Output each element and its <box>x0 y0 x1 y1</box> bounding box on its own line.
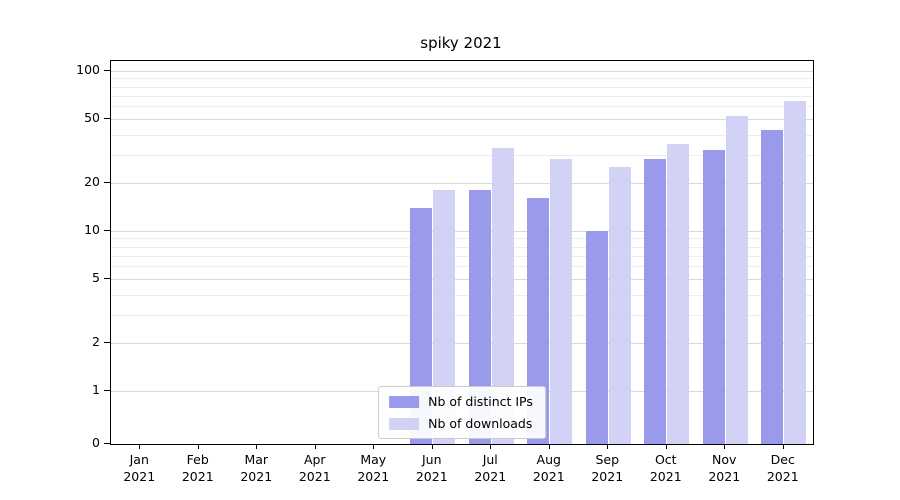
bar-nb-of-downloads-jul-2021 <box>491 148 514 444</box>
x-tick-mark-feb-2021 <box>197 444 199 449</box>
y-tick-label-5: 5 <box>92 270 100 286</box>
y-tick-label-10: 10 <box>84 222 100 237</box>
gridline-100 <box>111 71 813 72</box>
y-tick-label-50: 50 <box>84 110 100 126</box>
bar-nb-of-downloads-sep-2021 <box>608 167 631 444</box>
x-tick-mark-may-2021 <box>373 444 375 449</box>
gridline-50 <box>111 119 813 121</box>
gridline-minor-4 <box>111 294 813 296</box>
legend-label-downloads: Nb of downloads <box>428 416 533 431</box>
legend-swatch-downloads <box>389 417 420 430</box>
gridline-minor-7 <box>111 255 813 257</box>
bar-nb-of-downloads-jun-2021 <box>433 190 456 444</box>
y-tick-label-20: 20 <box>84 173 100 189</box>
y-tick-label-100: 100 <box>76 62 100 77</box>
bar-nb-of-distinct-ips-oct-2021 <box>644 159 667 444</box>
x-tick-mark-jan-2021 <box>139 444 141 449</box>
x-tick-label-mar-2021: Mar 2021 <box>240 452 273 484</box>
y-tick-mark-1 <box>104 390 110 391</box>
bar-nb-of-downloads-oct-2021 <box>667 143 690 444</box>
gridline-minor-60 <box>111 106 813 108</box>
bar-nb-of-distinct-ips-jun-2021 <box>410 207 433 444</box>
gridline-2 <box>111 342 813 344</box>
gridline-minor-80 <box>111 86 813 88</box>
x-tick-mark-nov-2021 <box>724 444 726 449</box>
gridline-minor-6 <box>111 266 813 268</box>
gridline-minor-3 <box>111 314 813 316</box>
gridline-minor-8 <box>111 246 813 248</box>
y-tick-mark-5 <box>104 278 110 280</box>
chart-title: spiky 2021 <box>420 34 502 52</box>
x-tick-mark-jun-2021 <box>431 444 433 449</box>
y-tick-label-1: 1 <box>92 382 100 397</box>
x-tick-label-jan-2021: Jan 2021 <box>123 452 156 484</box>
gridline-10 <box>111 231 813 232</box>
x-tick-label-oct-2021: Oct 2021 <box>649 452 682 484</box>
gridline-minor-30 <box>111 154 813 156</box>
legend-item-distinct-ips: Nb of distinct IPs <box>389 394 533 409</box>
gridline-5 <box>111 279 813 281</box>
legend-swatch-distinct-ips <box>389 395 420 408</box>
x-tick-mark-mar-2021 <box>256 444 258 449</box>
gridline-20 <box>111 182 813 184</box>
legend: Nb of distinct IPs Nb of downloads <box>378 386 546 439</box>
gridline-minor-9 <box>111 238 813 240</box>
gridline-minor-70 <box>111 95 813 97</box>
plot-area: Nb of distinct IPs Nb of downloads <box>110 60 814 445</box>
y-tick-mark-2 <box>104 341 110 343</box>
x-tick-label-jun-2021: Jun 2021 <box>415 452 448 484</box>
y-tick-label-0: 0 <box>92 435 100 450</box>
x-tick-label-aug-2021: Aug 2021 <box>532 452 565 484</box>
bar-nb-of-distinct-ips-jul-2021 <box>468 190 491 444</box>
y-tick-mark-100 <box>104 70 110 71</box>
bar-nb-of-distinct-ips-dec-2021 <box>761 129 784 444</box>
x-tick-mark-aug-2021 <box>548 444 550 449</box>
x-tick-label-dec-2021: Dec 2021 <box>766 452 799 484</box>
legend-label-distinct-ips: Nb of distinct IPs <box>428 394 533 409</box>
x-tick-mark-dec-2021 <box>782 444 784 449</box>
x-tick-label-apr-2021: Apr 2021 <box>298 452 331 484</box>
x-tick-label-may-2021: May 2021 <box>357 452 390 484</box>
legend-item-downloads: Nb of downloads <box>389 416 533 431</box>
bar-nb-of-downloads-dec-2021 <box>784 100 807 444</box>
x-tick-mark-sep-2021 <box>607 444 609 449</box>
y-tick-mark-20 <box>104 181 110 183</box>
y-tick-mark-0 <box>104 443 110 444</box>
bar-nb-of-distinct-ips-aug-2021 <box>527 198 550 444</box>
x-tick-label-nov-2021: Nov 2021 <box>708 452 741 484</box>
gridline-minor-40 <box>111 134 813 136</box>
x-tick-label-sep-2021: Sep 2021 <box>591 452 624 484</box>
x-tick-mark-apr-2021 <box>314 444 316 449</box>
y-tick-mark-50 <box>104 118 110 120</box>
gridline-minor-90 <box>111 78 813 80</box>
x-tick-label-feb-2021: Feb 2021 <box>181 452 214 484</box>
bar-nb-of-distinct-ips-sep-2021 <box>585 231 608 444</box>
x-tick-mark-oct-2021 <box>665 444 667 449</box>
x-tick-label-jul-2021: Jul 2021 <box>474 452 507 484</box>
y-tick-mark-10 <box>104 230 110 231</box>
bar-nb-of-downloads-aug-2021 <box>550 159 573 444</box>
bar-nb-of-downloads-nov-2021 <box>725 116 748 444</box>
x-tick-mark-jul-2021 <box>490 444 492 449</box>
y-tick-label-2: 2 <box>92 333 100 349</box>
bar-nb-of-distinct-ips-nov-2021 <box>702 150 725 444</box>
